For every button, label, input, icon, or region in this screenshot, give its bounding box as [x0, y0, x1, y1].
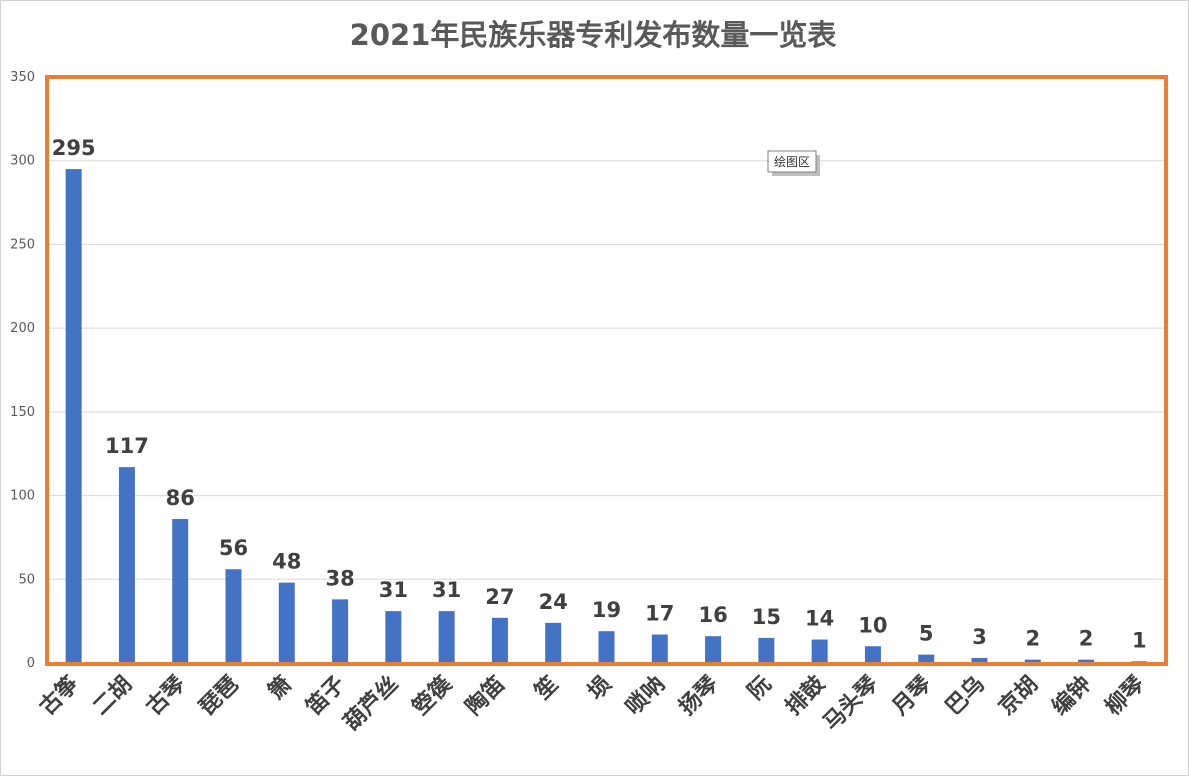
y-tick-label: 350 [10, 70, 35, 85]
chart-title: 2021年民族乐器专利发布数量一览表 [350, 18, 837, 52]
bars [65, 169, 1148, 664]
plot-area-tooltip-text: 绘图区 [774, 154, 810, 169]
x-tick-label: 阮 [743, 672, 776, 705]
data-label: 117 [105, 434, 149, 458]
y-tick-label: 0 [27, 656, 35, 671]
data-label: 2 [1079, 627, 1094, 651]
bar[interactable] [758, 637, 775, 663]
x-axis-ticks: 古筝 二胡 古琴 琵琶箫笛子葫芦丝 箜篌 陶笛笙埙唢呐 扬琴阮排鼓马头琴 月琴 巴乌 京胡 编钟 柳琴 [34, 670, 1150, 736]
bar[interactable] [545, 622, 562, 663]
x-tick-label: 琵琶 [195, 672, 244, 721]
x-tick-label: 箜篌 [407, 670, 457, 720]
data-label: 38 [325, 566, 354, 590]
x-tick-label: 古琴 [141, 670, 191, 720]
bar[interactable] [598, 631, 615, 663]
x-tick-label: 唢呐 [621, 671, 671, 721]
bar[interactable] [225, 569, 242, 663]
y-tick-label: 300 [10, 154, 35, 169]
bar[interactable] [1024, 659, 1041, 663]
x-tick-label: 马头琴 [819, 671, 884, 736]
data-label: 17 [645, 602, 674, 626]
y-tick-label: 50 [18, 572, 35, 587]
data-label: 19 [592, 598, 621, 622]
data-label: 1 [1132, 628, 1147, 652]
plot-area-tooltip: 绘图区 [767, 150, 820, 176]
bar[interactable] [118, 467, 135, 663]
bar[interactable] [811, 639, 828, 663]
data-label: 27 [485, 585, 514, 609]
data-label: 86 [166, 486, 195, 510]
data-label: 3 [972, 625, 987, 649]
x-tick-label: 京胡 [994, 671, 1044, 721]
data-label: 14 [805, 607, 834, 631]
y-tick-label: 200 [10, 321, 35, 336]
bar[interactable] [705, 636, 722, 663]
x-tick-label: 陶笛 [461, 671, 511, 721]
bar[interactable] [332, 599, 349, 663]
x-tick-label: 扬琴 [675, 671, 724, 720]
data-label: 56 [219, 536, 248, 560]
data-label: 2 [1025, 627, 1040, 651]
x-tick-label: 箫 [263, 671, 297, 705]
x-tick-label: 埙 [583, 672, 616, 705]
bar[interactable] [491, 617, 508, 663]
x-tick-label: 笙 [529, 671, 564, 706]
x-tick-label: 古筝 [34, 671, 84, 721]
x-tick-label: 月琴 [887, 671, 937, 721]
data-label: 31 [432, 578, 461, 602]
plot-area-frame[interactable] [45, 75, 1168, 666]
bar[interactable] [918, 654, 935, 663]
x-tick-label: 葫芦丝 [339, 671, 404, 736]
y-tick-label: 250 [10, 237, 35, 252]
bar[interactable] [438, 611, 455, 663]
x-tick-label: 编钟 [1047, 671, 1097, 721]
data-label: 295 [52, 136, 96, 160]
bar[interactable] [864, 646, 881, 663]
y-axis-ticks: 0 50 100 150 200 250 300 350 [10, 70, 35, 671]
bar[interactable] [65, 169, 82, 664]
data-label: 31 [379, 578, 408, 602]
data-label: 5 [919, 622, 934, 646]
gridlines [47, 76, 1166, 664]
bar[interactable] [385, 611, 402, 663]
x-tick-label: 巴乌 [940, 671, 990, 721]
data-label: 10 [858, 613, 887, 637]
data-label: 16 [698, 603, 727, 627]
bar[interactable] [172, 519, 189, 663]
x-tick-label: 柳琴 [1100, 670, 1150, 720]
bar[interactable] [651, 634, 668, 663]
data-label: 15 [752, 605, 781, 629]
bar[interactable] [278, 582, 295, 663]
data-label: 48 [272, 550, 301, 574]
data-label: 24 [539, 590, 568, 614]
y-tick-label: 150 [10, 405, 35, 420]
data-labels: 295 117 86 56 48 38 31 31 27 24 19 17 16 15 14 10 5 3 2 2 1 [52, 136, 1147, 652]
y-tick-label: 100 [10, 489, 35, 504]
bar[interactable] [971, 657, 988, 663]
bar[interactable] [1078, 659, 1095, 663]
x-tick-label: 二胡 [88, 672, 137, 721]
